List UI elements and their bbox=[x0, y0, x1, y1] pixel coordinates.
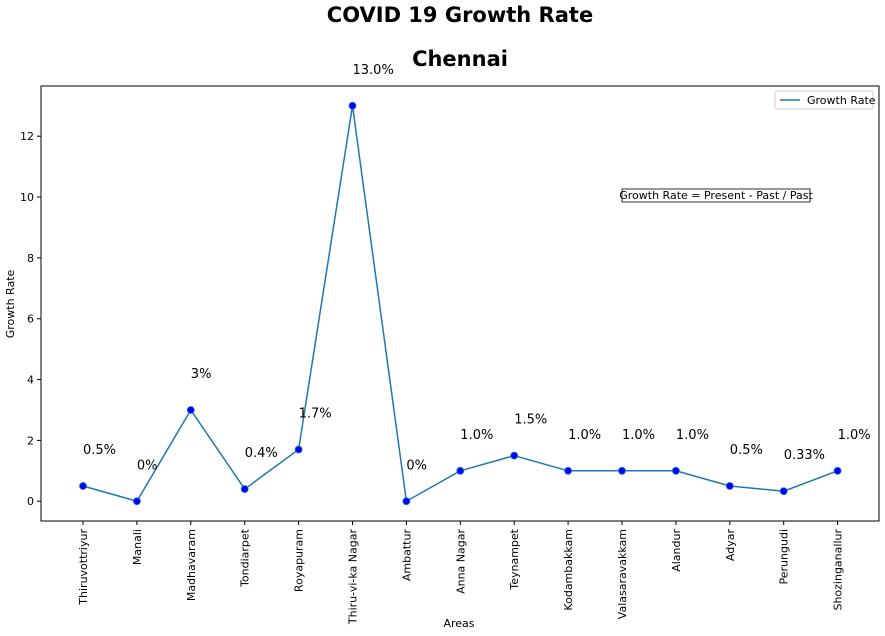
data-label: 3% bbox=[191, 367, 212, 382]
x-tick-label: Manali bbox=[131, 529, 144, 565]
data-label-group: 0.5% 0% 3% 0.4% 1.7% 13.0% 0% 1.0% 1.5% 1.0% 1.0% 1… bbox=[83, 63, 871, 473]
data-point bbox=[402, 497, 411, 506]
data-point bbox=[779, 487, 788, 496]
x-tick-label: Adyar bbox=[724, 529, 737, 562]
data-point bbox=[672, 466, 680, 475]
data-label: 0.5% bbox=[730, 443, 763, 458]
data-point bbox=[79, 482, 87, 490]
data-label: 1.0% bbox=[676, 428, 709, 443]
data-point bbox=[618, 466, 626, 475]
x-tick-label: Ambattur bbox=[400, 529, 413, 582]
data-label: 13.0% bbox=[353, 63, 394, 78]
y-tick-label: 0 bbox=[27, 495, 34, 508]
y-tick-label: 10 bbox=[20, 191, 34, 204]
x-tick-label: Alandur bbox=[670, 529, 683, 572]
x-tick-label: Perungudi bbox=[778, 529, 791, 584]
x-tick-label: Shozinganallur bbox=[832, 529, 845, 611]
x-axis-label: Areas bbox=[443, 617, 474, 630]
data-label: 1.0% bbox=[622, 428, 655, 443]
data-label: 0% bbox=[137, 458, 158, 473]
data-point bbox=[833, 466, 842, 475]
y-tick-label: 2 bbox=[27, 434, 34, 447]
x-tick-label: Thiruvottriyur bbox=[77, 529, 90, 606]
annotation-text: Growth Rate = Present - Past / Past bbox=[619, 189, 813, 202]
y-tick-label: 8 bbox=[27, 252, 34, 265]
x-tick-label: Anna Nagar bbox=[454, 529, 467, 594]
x-axis-ticks: Thiruvottriyur Manali Madhavaram Tondiarpet… bbox=[77, 521, 845, 625]
y-tick-label: 4 bbox=[27, 374, 34, 387]
annotation-box: Growth Rate = Present - Past / Past bbox=[619, 188, 813, 203]
data-point bbox=[510, 451, 519, 460]
y-axis-label: Growth Rate bbox=[4, 270, 17, 339]
y-tick-label: 12 bbox=[20, 130, 34, 143]
legend-entry-growth-rate: Growth Rate bbox=[807, 94, 876, 107]
data-label: 1.0% bbox=[838, 428, 871, 443]
data-label: 0.33% bbox=[784, 448, 825, 463]
data-point bbox=[564, 466, 572, 475]
chart-subtitle: Chennai bbox=[412, 47, 508, 71]
data-point bbox=[186, 406, 195, 414]
x-tick-label: Madhavaram bbox=[185, 529, 198, 601]
x-tick-label: Kodambakkam bbox=[562, 529, 575, 611]
x-tick-label: Thiru-vi-ka Nagar bbox=[347, 529, 360, 626]
data-label: 1.5% bbox=[514, 413, 547, 428]
data-point bbox=[132, 497, 141, 506]
data-point bbox=[456, 466, 465, 475]
x-tick-label: Valasaravakkam bbox=[616, 529, 629, 619]
data-point bbox=[725, 482, 734, 490]
y-axis-ticks: 0 2 4 6 8 10 12 bbox=[20, 130, 41, 508]
data-label: 1.7% bbox=[299, 407, 332, 422]
y-tick-label: 6 bbox=[27, 313, 34, 326]
x-tick-label: Tondiarpet bbox=[239, 528, 252, 588]
x-tick-label: Teynampet bbox=[508, 528, 521, 590]
data-label: 0.5% bbox=[83, 443, 116, 458]
marker-group bbox=[79, 101, 842, 506]
x-tick-label: Royapuram bbox=[293, 529, 306, 592]
data-label: 1.0% bbox=[568, 428, 601, 443]
data-point bbox=[240, 485, 249, 493]
legend: Growth Rate bbox=[774, 90, 876, 110]
data-label: 0% bbox=[406, 458, 427, 473]
data-label: 0.4% bbox=[245, 446, 278, 461]
chart-title: COVID 19 Growth Rate bbox=[327, 3, 593, 27]
data-label: 1.0% bbox=[460, 428, 493, 443]
data-point bbox=[294, 445, 303, 454]
data-point bbox=[348, 101, 357, 110]
